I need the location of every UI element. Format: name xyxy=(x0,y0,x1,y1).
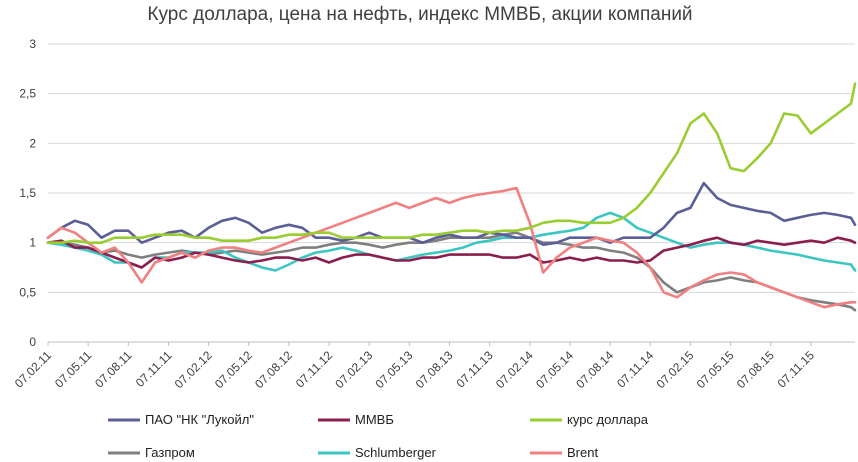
x-tick-label: 07.11.13 xyxy=(453,348,496,391)
x-tick-label: 07.05.11 xyxy=(52,348,95,391)
gridlines xyxy=(48,43,855,293)
legend-label: Schlumberger xyxy=(355,445,437,460)
x-tick-label: 07.05.12 xyxy=(212,348,255,391)
y-tick-label: 1,5 xyxy=(19,186,36,200)
x-tick-label: 07.02.12 xyxy=(172,348,215,391)
x-tick-label: 07.02.13 xyxy=(332,348,375,391)
x-tick-label: 07.08.14 xyxy=(573,348,616,391)
y-tick-label: 2,5 xyxy=(19,87,36,101)
legend-label: ПАО "НК "Лукойл" xyxy=(145,412,254,427)
y-axis-ticks: 0 0,5 1 1,5 2 2,5 3 xyxy=(19,37,36,349)
plot-series xyxy=(46,82,857,312)
legend-label: Brent xyxy=(567,445,598,460)
x-tick-label: 07.11.14 xyxy=(614,348,657,391)
x-tick-label: 07.08.15 xyxy=(734,348,777,391)
x-tick-label: 07.08.12 xyxy=(252,348,295,391)
legend-label: курс доллара xyxy=(567,412,649,427)
series-line-0 xyxy=(46,181,857,246)
chart-title: Курс доллара, цена на нефть, индекс ММВБ… xyxy=(147,4,692,25)
x-tick-label: 07.02.14 xyxy=(493,348,536,391)
series-line-3 xyxy=(46,211,857,272)
x-tick-label: 07.11.15 xyxy=(775,348,818,391)
legend-label: Газпром xyxy=(145,445,195,460)
x-tick-label: 07.08.13 xyxy=(413,348,456,391)
x-tick-label: 07.05.13 xyxy=(373,348,416,391)
y-tick-label: 2 xyxy=(29,136,36,150)
series-line-4 xyxy=(46,186,857,309)
y-tick-label: 1 xyxy=(29,236,36,250)
x-tick-label: 07.11.12 xyxy=(293,348,336,391)
y-tick-label: 0 xyxy=(29,335,36,349)
x-tick-label: 07.05.15 xyxy=(694,348,737,391)
legend: ПАО "НК "Лукойл" ММВБ курс доллара Газпром S… xyxy=(108,412,649,460)
x-tick-label: 07.02.11 xyxy=(12,348,55,391)
legend-label: ММВБ xyxy=(355,412,394,427)
series-line-5 xyxy=(46,231,857,312)
series-line-2 xyxy=(46,82,857,244)
x-axis-ticks: 07.02.1107.05.1107.08.1107.11.1107.02.12… xyxy=(12,342,817,391)
x-tick-label: 07.02.15 xyxy=(654,348,697,391)
y-tick-label: 0,5 xyxy=(19,285,36,299)
y-tick-label: 3 xyxy=(29,37,36,51)
x-tick-label: 07.11.11 xyxy=(133,348,175,390)
x-tick-label: 07.08.11 xyxy=(92,348,135,391)
series-line-1 xyxy=(46,236,857,269)
x-tick-label: 07.05.14 xyxy=(533,348,576,391)
